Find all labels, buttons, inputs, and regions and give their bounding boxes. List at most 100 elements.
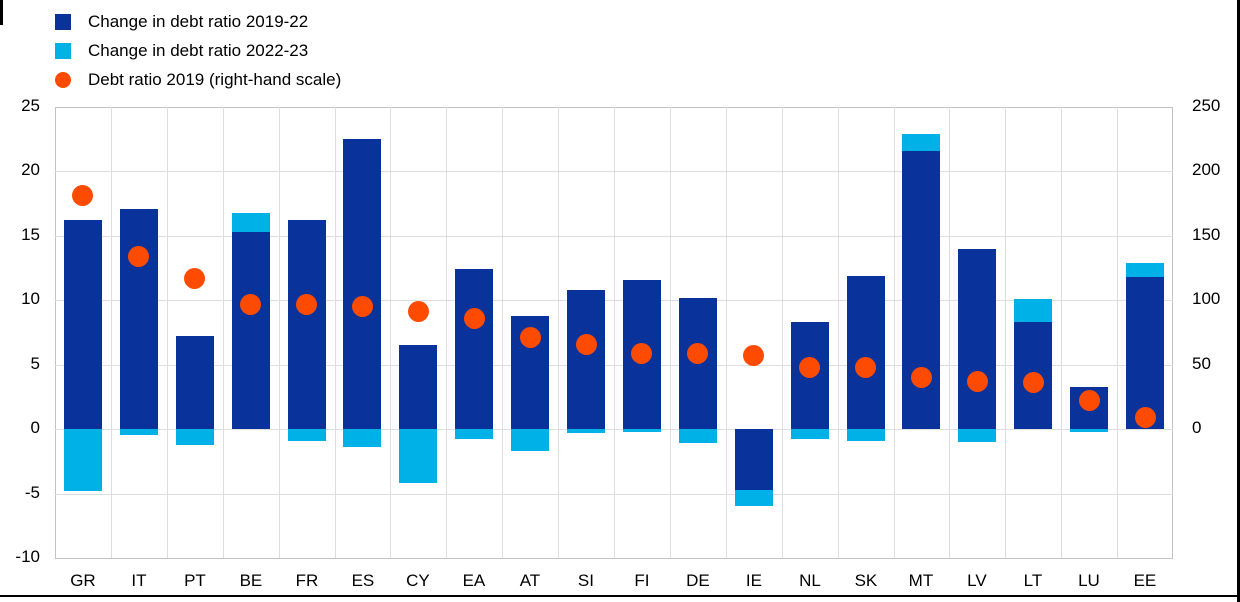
dot-debt-ratio-2019-BE [240,294,261,315]
bar-change-in-debt-ratio-2022-23-LT [1014,299,1052,323]
dot-debt-ratio-2019-IT [128,246,149,267]
bar-change-in-debt-ratio-2019-22-FR [288,220,326,430]
vertical-gridline [335,107,336,558]
legend-label: Change in debt ratio 2022-23 [88,40,309,60]
dot-debt-ratio-2019-LV [967,371,988,392]
bar-change-in-debt-ratio-2022-23-CY [399,429,437,484]
x-axis-label-LV: LV [967,571,987,590]
left-axis-tick--5: -5 [24,483,40,502]
vertical-gridline [1005,107,1006,558]
bar-change-in-debt-ratio-2019-22-SK [847,275,885,430]
bar-change-in-debt-ratio-2019-22-SI [567,290,605,430]
x-axis-label-CY: CY [406,571,430,590]
bar-change-in-debt-ratio-2019-22-IT [120,208,158,430]
bar-change-in-debt-ratio-2022-23-SK [847,429,885,441]
bar-change-in-debt-ratio-2019-22-BE [232,232,270,430]
bar-change-in-debt-ratio-2022-23-EA [455,429,493,440]
orange-circle-swatch-icon [55,71,71,88]
legend-label: Change in debt ratio 2019-22 [88,11,309,31]
x-axis-label-AT: AT [519,571,541,590]
bar-change-in-debt-ratio-2022-23-IE [735,489,773,507]
x-axis-label-IE: IE [745,571,762,590]
x-axis-label-LU: LU [1078,571,1100,590]
dot-debt-ratio-2019-MT [911,367,932,388]
left-axis-tick--10: -10 [15,547,40,566]
vertical-gridline [782,107,783,558]
dot-debt-ratio-2019-AT [520,327,541,348]
bar-change-in-debt-ratio-2019-22-EE [1126,277,1164,430]
vertical-gridline [167,107,168,558]
dot-debt-ratio-2019-LU [1079,390,1100,411]
left-axis-tick-20: 20 [21,160,40,179]
x-axis-label-EA: EA [462,571,486,590]
bar-change-in-debt-ratio-2022-23-BE [232,212,270,232]
vertical-gridline [894,107,895,558]
x-axis-label-BE: BE [239,571,263,590]
x-axis-label-GR: GR [70,571,96,590]
legend-item-debt-ratio-2019: Debt ratio 2019 (right-hand scale) [55,65,341,94]
left-axis-tick-0: 0 [30,418,40,437]
vertical-gridline [614,107,615,558]
light-blue-square-swatch-icon [55,42,71,59]
horizontal-gridline [55,300,1173,301]
x-axis-label-LT: LT [1023,571,1043,590]
bar-change-in-debt-ratio-2022-23-AT [511,429,549,451]
dot-debt-ratio-2019-CY [408,301,429,322]
bar-change-in-debt-ratio-2022-23-EE [1126,262,1164,278]
legend-label: Debt ratio 2019 (right-hand scale) [88,69,342,89]
vertical-gridline [502,107,503,558]
window-edge-bottom [0,595,1240,597]
bar-change-in-debt-ratio-2022-23-LV [958,429,996,442]
x-axis-label-FI: FI [634,571,650,590]
left-axis-tick-5: 5 [30,354,40,373]
bar-change-in-debt-ratio-2022-23-MT [902,134,940,151]
vertical-gridline [670,107,671,558]
vertical-gridline [558,107,559,558]
x-axis-label-FR: FR [295,571,319,590]
x-axis-label-MT: MT [908,571,934,590]
bar-change-in-debt-ratio-2022-23-FI [623,429,661,432]
bar-change-in-debt-ratio-2019-22-PT [176,336,214,430]
dot-debt-ratio-2019-LT [1023,372,1044,393]
vertical-gridline [111,107,112,558]
window-edge-top-left [0,0,3,25]
bar-change-in-debt-ratio-2019-22-CY [399,345,437,430]
legend-item-debt-change-2022-23: Change in debt ratio 2022-23 [55,36,341,65]
dot-debt-ratio-2019-EE [1135,407,1156,428]
dot-debt-ratio-2019-FI [631,343,652,364]
horizontal-gridline [55,429,1173,430]
left-axis-tick-10: 10 [21,289,40,308]
window-edge-right [1237,0,1240,602]
x-axis-label-EE: EE [1133,571,1157,590]
dot-debt-ratio-2019-IE [743,345,764,366]
bar-change-in-debt-ratio-2022-23-NL [791,429,829,440]
right-axis-tick-100: 100 [1192,289,1221,308]
chart-legend: Change in debt ratio 2019-22 Change in d… [55,7,341,94]
right-axis-tick-150: 150 [1192,225,1221,244]
x-axis-label-IT: IT [131,571,147,590]
bar-change-in-debt-ratio-2019-22-IE [735,429,773,490]
horizontal-gridline [55,171,1173,172]
dot-debt-ratio-2019-NL [799,357,820,378]
vertical-gridline [1061,107,1062,558]
vertical-gridline [1117,107,1118,558]
horizontal-gridline [55,365,1173,366]
dot-debt-ratio-2019-SI [576,334,597,355]
dot-debt-ratio-2019-ES [352,296,373,317]
dot-debt-ratio-2019-PT [184,268,205,289]
x-axis-label-ES: ES [351,571,375,590]
vertical-gridline [949,107,950,558]
bar-change-in-debt-ratio-2022-23-IT [120,429,158,436]
vertical-gridline [726,107,727,558]
left-axis-tick-25: 25 [21,96,40,115]
bar-change-in-debt-ratio-2019-22-EA [455,269,493,430]
vertical-gridline [446,107,447,558]
right-axis-tick-0: 0 [1192,418,1202,437]
x-axis-label-SI: SI [577,571,594,590]
vertical-gridline [223,107,224,558]
x-axis-label-DE: DE [686,571,710,590]
dot-debt-ratio-2019-FR [296,294,317,315]
vertical-gridline [390,107,391,558]
x-axis-label-NL: NL [799,571,821,590]
